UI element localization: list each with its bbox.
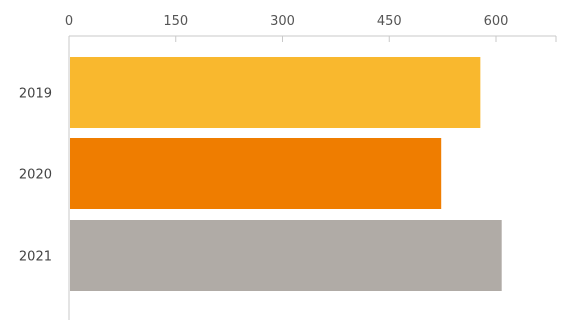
x-tick-label: 600 bbox=[484, 14, 509, 29]
x-tick-label: 300 bbox=[270, 14, 295, 29]
bars bbox=[70, 57, 502, 291]
x-tick-label: 150 bbox=[163, 14, 188, 29]
category-label: 2020 bbox=[19, 168, 52, 183]
bar-2021 bbox=[70, 220, 502, 291]
bar-2020 bbox=[70, 138, 442, 209]
x-axis: 0 150 300 450 600 bbox=[65, 14, 557, 320]
category-label: 2019 bbox=[19, 87, 52, 102]
x-tick-label: 0 bbox=[65, 14, 73, 29]
category-labels: 2019 2020 2021 bbox=[19, 87, 52, 265]
bar-2019 bbox=[70, 57, 481, 128]
category-label: 2021 bbox=[19, 250, 52, 265]
x-tick-label: 450 bbox=[377, 14, 402, 29]
